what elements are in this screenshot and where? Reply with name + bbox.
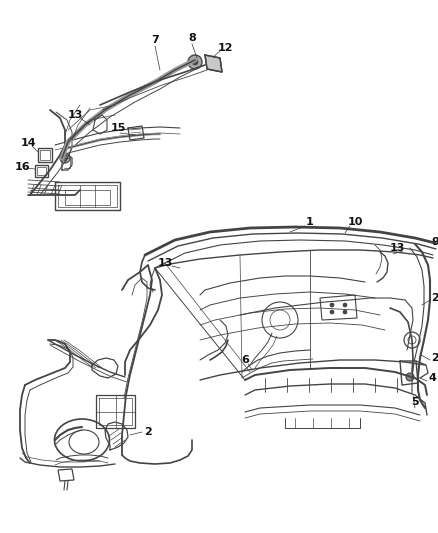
Text: 12: 12	[217, 43, 233, 53]
Text: 16: 16	[14, 162, 30, 172]
Text: 14: 14	[20, 138, 36, 148]
Text: 13: 13	[157, 258, 173, 268]
Circle shape	[343, 303, 347, 307]
Circle shape	[330, 303, 334, 307]
Text: 2: 2	[431, 353, 438, 363]
Circle shape	[406, 373, 414, 381]
Circle shape	[192, 59, 198, 65]
Text: 13: 13	[389, 243, 405, 253]
Polygon shape	[205, 55, 222, 72]
Text: 5: 5	[411, 397, 419, 407]
Text: 13: 13	[67, 110, 83, 120]
Circle shape	[188, 55, 202, 69]
Text: 7: 7	[151, 35, 159, 45]
Text: 2: 2	[431, 293, 438, 303]
Text: 2: 2	[144, 427, 152, 437]
Circle shape	[330, 310, 334, 314]
Text: 6: 6	[241, 355, 249, 365]
Text: 8: 8	[188, 33, 196, 43]
Circle shape	[60, 153, 70, 163]
Text: 1: 1	[306, 217, 314, 227]
Text: 9: 9	[431, 237, 438, 247]
Circle shape	[343, 310, 347, 314]
Text: 10: 10	[347, 217, 363, 227]
Text: 15: 15	[110, 123, 126, 133]
Circle shape	[63, 156, 67, 160]
Text: 4: 4	[428, 373, 436, 383]
